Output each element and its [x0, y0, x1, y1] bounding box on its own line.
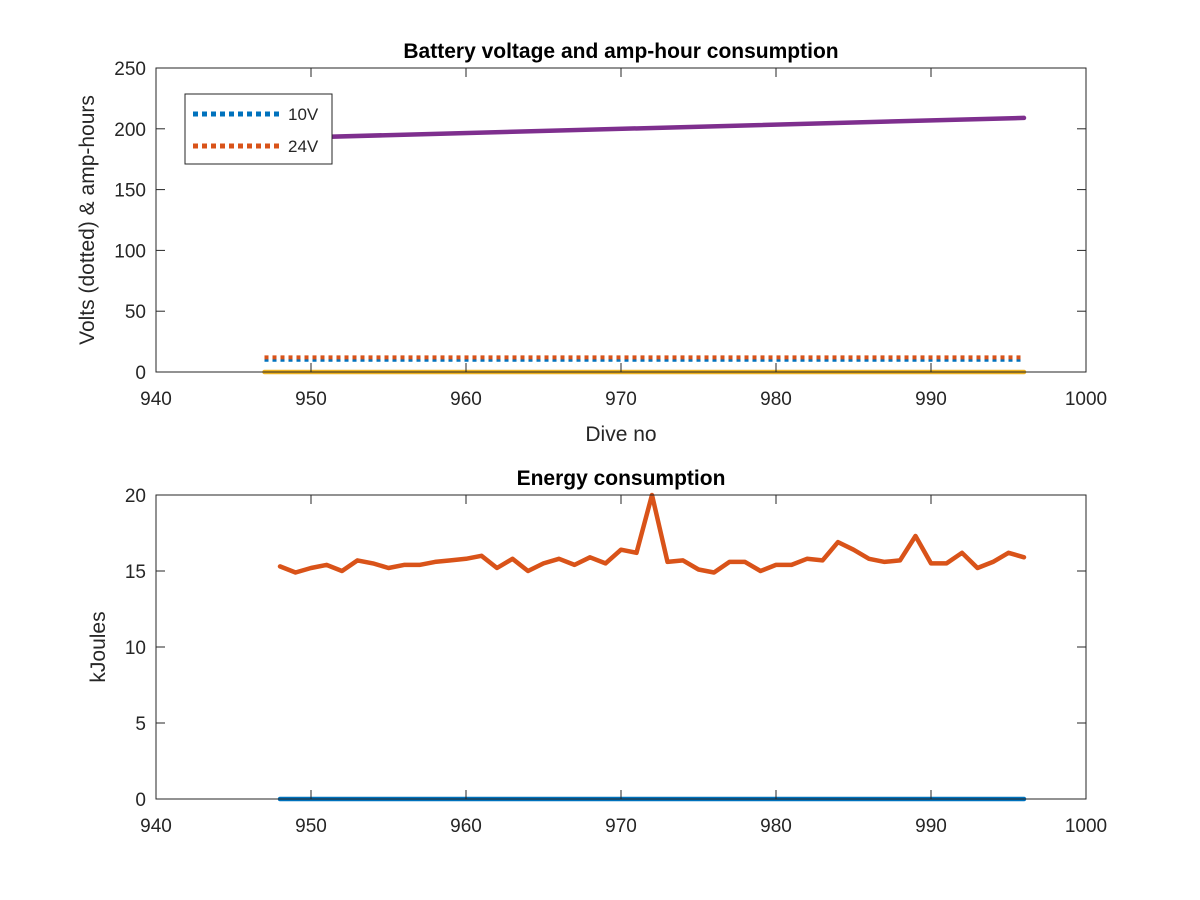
voltage-amp-hour-subplot: 940 950 960 970 980 990 1000 0 50 100 150 200 250 Ba… — [76, 40, 1107, 446]
energy-y-tick-label: 15 — [125, 562, 146, 583]
voltage-y-tick-label: 150 — [114, 181, 146, 202]
voltage-x-tick-label: 940 — [140, 389, 172, 410]
voltage-legend: 10V 24V — [184, 93, 333, 165]
energy-y-tick-label: 0 — [135, 790, 146, 811]
voltage-x-tick-label: 990 — [915, 389, 947, 410]
voltage-y-tick-label: 0 — [135, 363, 146, 384]
voltage-series-line-series-3 — [262, 115, 1027, 141]
voltage-y-tick-label: 100 — [114, 241, 146, 262]
energy-plot-area — [277, 492, 1027, 802]
energy-subplot: 940 950 960 970 980 990 1000 0 5 10 15 20 Energy co… — [87, 467, 1107, 837]
energy-x-tick-label: 960 — [450, 816, 482, 837]
voltage-y-tick-label: 50 — [125, 302, 146, 323]
energy-x-tick-label: 980 — [760, 816, 792, 837]
voltage-x-tick-label: 980 — [760, 389, 792, 410]
energy-y-tick-label: 20 — [125, 486, 146, 507]
energy-y-tick-label: 10 — [125, 638, 146, 659]
energy-x-tick-label: 950 — [295, 816, 327, 837]
voltage-chart-title: Battery voltage and amp-hour consumption — [403, 40, 838, 63]
energy-y-axis-label: kJoules — [87, 611, 110, 682]
legend-box — [184, 93, 333, 165]
voltage-x-tick-label: 950 — [295, 389, 327, 410]
voltage-y-axis-label: Volts (dotted) & amp-hours — [76, 95, 99, 345]
voltage-ticks: 940 950 960 970 980 990 1000 0 50 100 150 200 250 — [114, 59, 1107, 410]
legend-label-24v: 24V — [288, 137, 319, 156]
energy-chart-title: Energy consumption — [517, 467, 726, 490]
voltage-plot-area — [262, 115, 1027, 375]
energy-x-tick-label: 990 — [915, 816, 947, 837]
energy-axes-box — [155, 494, 1087, 800]
energy-x-tick-label: 970 — [605, 816, 637, 837]
energy-x-tick-label: 940 — [140, 816, 172, 837]
voltage-x-tick-label: 1000 — [1065, 389, 1107, 410]
voltage-x-tick-label: 960 — [450, 389, 482, 410]
energy-x-tick-label: 1000 — [1065, 816, 1107, 837]
voltage-x-axis-label: Dive no — [585, 423, 656, 446]
energy-series-line-series-1 — [277, 492, 1027, 575]
voltage-x-tick-label: 970 — [605, 389, 637, 410]
energy-y-tick-label: 5 — [135, 714, 146, 735]
voltage-y-tick-label: 200 — [114, 120, 146, 141]
legend-label-10v: 10V — [288, 105, 319, 124]
voltage-y-tick-label: 250 — [114, 59, 146, 80]
energy-ticks: 940 950 960 970 980 990 1000 0 5 10 15 20 — [125, 486, 1107, 837]
